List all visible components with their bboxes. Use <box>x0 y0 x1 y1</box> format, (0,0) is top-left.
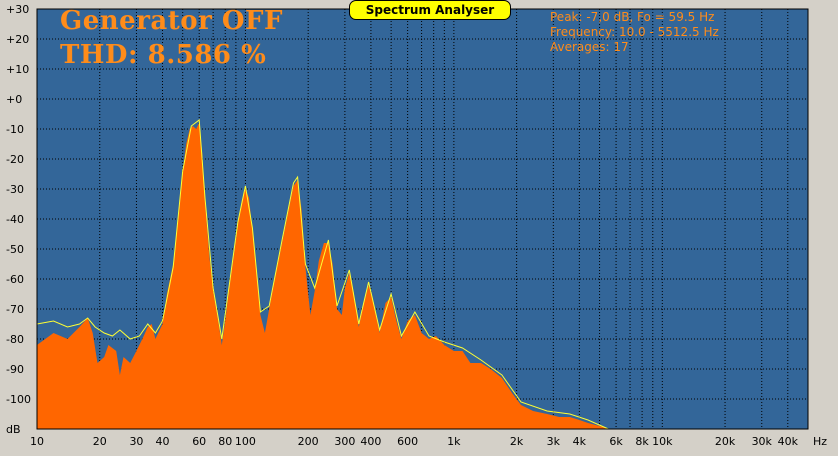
y-tick-label: +0 <box>6 93 22 106</box>
x-tick-label: 2k <box>510 435 524 448</box>
x-tick-label: 8k <box>635 435 649 448</box>
peak-readout: Peak: -7,0 dB, Fo = 59.5 Hz <box>550 10 715 24</box>
y-tick-label: -30 <box>6 183 24 196</box>
thd-readout: THD: 8.586 % <box>60 40 267 70</box>
x-tick-label: 6k <box>609 435 623 448</box>
x-tick-label: 40 <box>155 435 169 448</box>
x-tick-label: 10 <box>30 435 44 448</box>
x-tick-label: 200 <box>298 435 319 448</box>
x-tick-label: 20k <box>715 435 736 448</box>
y-tick-label: -20 <box>6 153 24 166</box>
x-tick-label: 60 <box>192 435 206 448</box>
x-tick-label: 3k <box>547 435 561 448</box>
frequency-range: Frequency: 10.0 - 5512.5 Hz <box>550 25 719 39</box>
x-tick-label: 300 <box>334 435 355 448</box>
y-tick-label: -50 <box>6 243 24 256</box>
x-tick-label: 80 <box>218 435 232 448</box>
y-tick-label: +30 <box>6 3 29 16</box>
x-tick-label: 1k <box>447 435 461 448</box>
x-axis: 10 20 30 40 60 80 100 200 300 400 600 1k 2k 3k 4k 6k 8k 1… <box>30 435 799 448</box>
x-tick-label: 400 <box>360 435 381 448</box>
y-tick-label: -80 <box>6 333 24 346</box>
y-tick-label: -40 <box>6 213 24 226</box>
y-tick-label: -100 <box>6 393 31 406</box>
x-unit-label: Hz <box>813 435 827 448</box>
y-tick-label: -10 <box>6 123 24 136</box>
y-tick-label: dB <box>6 423 21 436</box>
y-tick-label: -60 <box>6 273 24 286</box>
y-tick-label: +10 <box>6 63 29 76</box>
x-tick-label: 40k <box>778 435 799 448</box>
window-title[interactable]: Spectrum Analyser <box>349 0 511 20</box>
x-tick-label: 100 <box>235 435 256 448</box>
y-tick-label: -70 <box>6 303 24 316</box>
x-tick-label: 10k <box>652 435 673 448</box>
spectrum-fill <box>37 123 609 429</box>
x-tick-label: 20 <box>93 435 107 448</box>
grid <box>37 9 808 429</box>
x-tick-label: 30k <box>752 435 773 448</box>
y-tick-label: -90 <box>6 363 24 376</box>
y-axis: +30 +20 +10 +0 -10 -20 -30 -40 -50 -60 -70 -80 -90 -1… <box>6 3 31 436</box>
averages-count: Averages: 17 <box>550 40 629 54</box>
y-tick-label: +20 <box>6 33 29 46</box>
spectrum-trace <box>36 119 609 430</box>
x-tick-label: 600 <box>397 435 418 448</box>
x-tick-label: 4k <box>573 435 587 448</box>
generator-status: Generator OFF <box>60 6 283 36</box>
x-tick-label: 30 <box>129 435 143 448</box>
